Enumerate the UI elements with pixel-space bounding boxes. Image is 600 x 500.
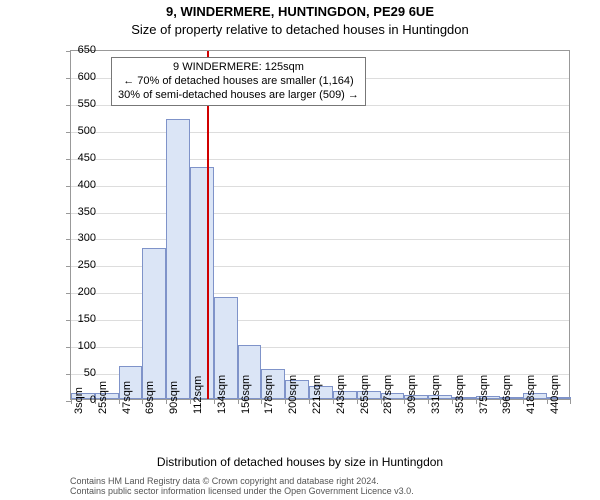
plot-area: 9 WINDERMERE: 125sqm ← 70% of detached h… [70, 50, 570, 400]
y-tick-label: 50 [56, 367, 96, 379]
annotation-line-1: 9 WINDERMERE: 125sqm [118, 61, 359, 75]
y-tick-label: 500 [56, 125, 96, 137]
footer-line-2: Contains public sector information licen… [70, 486, 414, 496]
grid-line [71, 132, 569, 133]
histogram-bar [142, 248, 166, 399]
x-tick-mark [190, 399, 191, 404]
annotation-box: 9 WINDERMERE: 125sqm ← 70% of detached h… [111, 57, 366, 106]
x-tick-mark [119, 399, 120, 404]
x-axis-label: Distribution of detached houses by size … [0, 455, 600, 469]
y-tick-label: 400 [56, 179, 96, 191]
y-tick-label: 650 [56, 44, 96, 56]
chart-subtitle: Size of property relative to detached ho… [0, 22, 600, 37]
x-tick-mark [238, 399, 239, 404]
x-tick-mark [309, 399, 310, 404]
footer-text: Contains HM Land Registry data © Crown c… [70, 476, 414, 497]
grid-line [71, 159, 569, 160]
y-tick-label: 150 [56, 313, 96, 325]
y-tick-label: 350 [56, 206, 96, 218]
y-tick-label: 200 [56, 286, 96, 298]
footer-line-1: Contains HM Land Registry data © Crown c… [70, 476, 414, 486]
histogram-bar [190, 167, 214, 399]
grid-line [71, 213, 569, 214]
x-tick-mark [452, 399, 453, 404]
x-tick-mark [570, 399, 571, 404]
histogram-bar [166, 119, 190, 399]
x-tick-mark [357, 399, 358, 404]
grid-line [71, 239, 569, 240]
y-tick-label: 550 [56, 98, 96, 110]
x-tick-mark [476, 399, 477, 404]
annotation-line-2: ← 70% of detached houses are smaller (1,… [118, 75, 359, 89]
x-tick-mark [333, 399, 334, 404]
y-tick-label: 250 [56, 259, 96, 271]
y-tick-label: 450 [56, 152, 96, 164]
y-tick-label: 600 [56, 71, 96, 83]
y-tick-label: 300 [56, 232, 96, 244]
chart-title: 9, WINDERMERE, HUNTINGDON, PE29 6UE [0, 4, 600, 19]
annotation-line-3: 30% of semi-detached houses are larger (… [118, 89, 359, 103]
grid-line [71, 186, 569, 187]
x-tick-mark [214, 399, 215, 404]
y-tick-label: 100 [56, 340, 96, 352]
x-tick-mark [428, 399, 429, 404]
